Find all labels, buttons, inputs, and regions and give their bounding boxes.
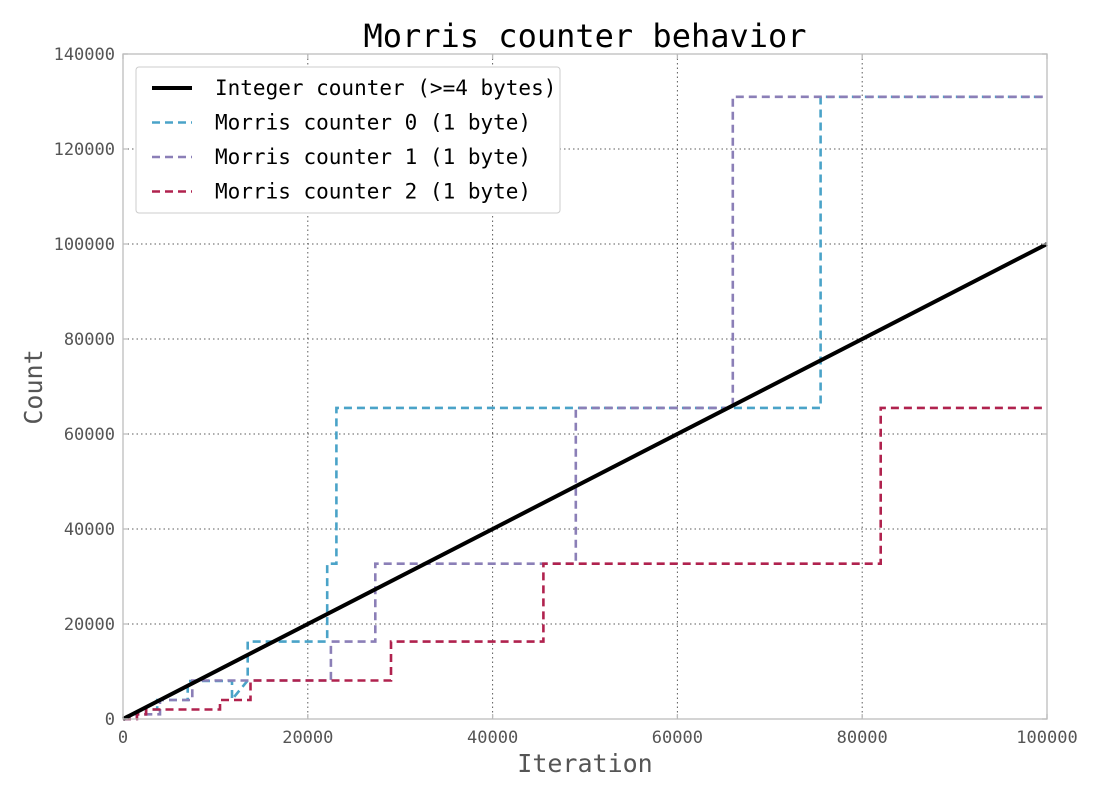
- y-tick-label: 20000: [64, 615, 115, 635]
- series-layer: [122, 95, 1048, 721]
- plot-frame: [122, 53, 1048, 720]
- legend-label-0: Integer counter (>=4 bytes): [215, 76, 556, 100]
- x-tick-label: 0: [118, 728, 128, 748]
- x-tick-label: 80000: [837, 728, 888, 748]
- x-axis-label: Iteration: [517, 749, 652, 778]
- y-axis-label: Count: [19, 349, 48, 424]
- legend-label-2: Morris counter 1 (1 byte): [215, 145, 531, 169]
- y-tick-label: 0: [105, 710, 115, 730]
- x-tick-label: 100000: [1016, 728, 1077, 748]
- x-tick-label: 20000: [282, 728, 333, 748]
- y-tick-label: 120000: [54, 140, 115, 160]
- y-tick-label: 140000: [54, 45, 115, 65]
- chart-title: Morris counter behavior: [363, 17, 806, 55]
- y-tick-label: 100000: [54, 235, 115, 255]
- series-line-2: [123, 95, 1047, 721]
- legend-label-1: Morris counter 0 (1 byte): [215, 111, 531, 135]
- legend-box: [135, 66, 561, 214]
- legend-label-3: Morris counter 2 (1 byte): [215, 180, 531, 204]
- series-line-3: [123, 406, 1047, 721]
- axis-ticks: 0 20000 40000 60000 80000 100000 0 20000 40000 60…: [54, 45, 1078, 748]
- legend: Integer counter (>=4 bytes) Morris counte…: [135, 66, 561, 214]
- series-line-0: [122, 242, 1048, 721]
- y-tick-label: 80000: [64, 330, 115, 350]
- x-tick-label: 40000: [467, 728, 518, 748]
- y-tick-label: 60000: [64, 425, 115, 445]
- y-tick-label: 40000: [64, 520, 115, 540]
- x-tick-label: 60000: [652, 728, 703, 748]
